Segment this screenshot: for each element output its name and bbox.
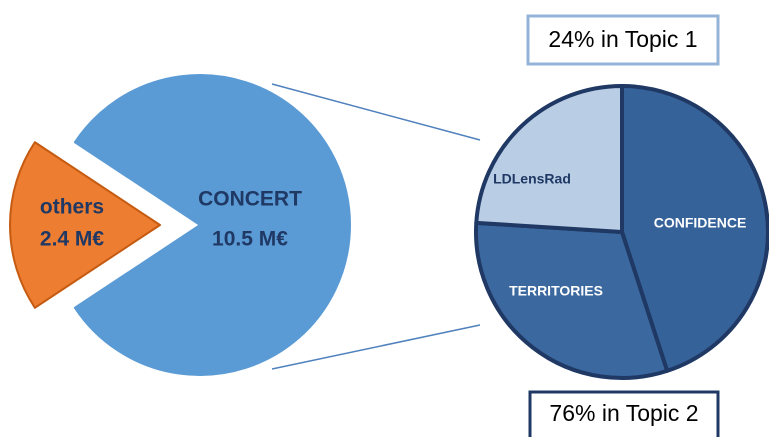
slice-label: others <box>40 196 104 219</box>
connector-line <box>271 324 481 370</box>
annotation-box <box>528 390 720 437</box>
value-label: 10.5 M€ <box>212 228 288 251</box>
pie-slice <box>474 220 670 380</box>
slice-label: CONFIDENCE <box>654 215 747 231</box>
annotation: 76% in Topic 2 <box>549 400 698 426</box>
annotation: 24% in Topic 1 <box>548 26 697 52</box>
annotation-box <box>526 14 720 66</box>
pie-slice <box>620 84 769 373</box>
value-label: 2.4 M€ <box>40 228 105 251</box>
slice-label: LDLensRad <box>493 171 571 187</box>
pie-slice <box>474 84 624 234</box>
pie-slice <box>73 74 351 376</box>
connector-line <box>271 83 481 141</box>
slice-label: TERRITORIES <box>509 283 603 299</box>
pie-slice <box>9 141 161 309</box>
slice-label: CONCERT <box>198 188 302 211</box>
